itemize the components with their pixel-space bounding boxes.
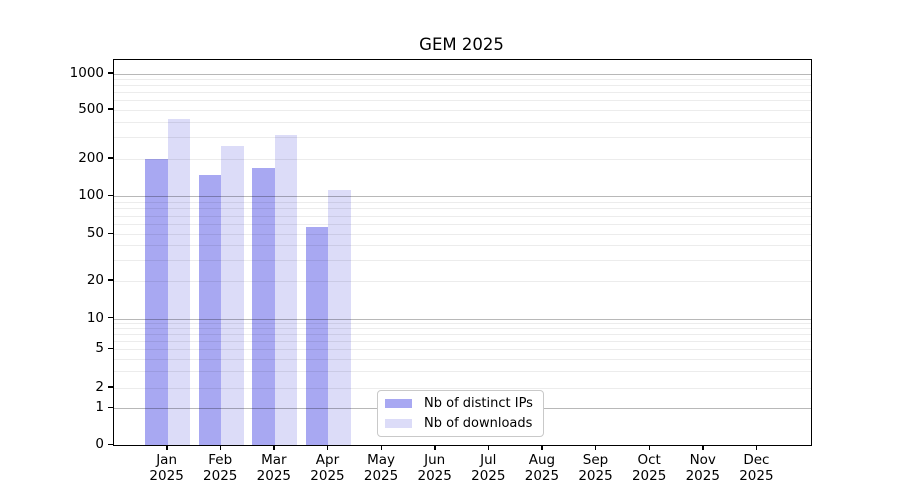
y-tick-mark-200 xyxy=(108,157,113,159)
x-tick-label-apr: Apr 2025 xyxy=(310,452,345,484)
bar-distinct-ips-apr xyxy=(305,226,329,445)
plot-area xyxy=(113,59,812,446)
legend: Nb of distinct IPs Nb of downloads xyxy=(377,390,544,437)
y-tick-label-0: 0 xyxy=(95,436,104,452)
y-tick-label-1: 1 xyxy=(95,399,104,416)
minor-gridline-2 xyxy=(114,387,811,389)
x-tick-mark-feb xyxy=(219,445,222,450)
minor-gridline-30 xyxy=(114,260,811,262)
minor-gridline-6 xyxy=(114,341,811,343)
x-tick-label-mar: Mar 2025 xyxy=(256,452,292,484)
bar-downloads-feb xyxy=(221,146,244,445)
legend-entry-distinct-ips: Nb of distinct IPs xyxy=(385,395,536,412)
minor-gridline-4 xyxy=(114,358,811,360)
major-gridline-10 xyxy=(114,318,811,320)
x-tick-mark-nov xyxy=(702,445,704,450)
x-tick-label-oct: Oct 2025 xyxy=(631,452,667,484)
x-tick-label-jan: Jan 2025 xyxy=(149,452,184,484)
bar-downloads-apr xyxy=(328,189,351,445)
minor-gridline-3 xyxy=(114,370,811,372)
minor-gridline-900 xyxy=(114,79,811,81)
x-tick-mark-mar xyxy=(273,445,275,450)
legend-swatch-downloads xyxy=(385,419,412,429)
bar-downloads-mar xyxy=(274,134,298,445)
minor-gridline-700 xyxy=(114,92,811,94)
legend-label-downloads: Nb of downloads xyxy=(424,416,533,432)
bar-downloads-jan xyxy=(167,119,191,445)
minor-gridline-70 xyxy=(114,215,811,217)
minor-gridline-40 xyxy=(114,245,811,247)
y-tick-mark-0 xyxy=(108,443,113,445)
y-tick-label-10: 10 xyxy=(86,309,104,326)
legend-label-distinct-ips: Nb of distinct IPs xyxy=(424,395,533,411)
minor-gridline-60 xyxy=(114,224,811,226)
minor-gridline-9 xyxy=(114,323,811,325)
x-tick-mark-apr xyxy=(326,445,329,450)
y-tick-mark-10 xyxy=(108,317,113,319)
y-tick-mark-20 xyxy=(108,279,113,281)
x-tick-mark-dec xyxy=(755,445,758,450)
x-tick-mark-oct xyxy=(648,445,651,450)
y-tick-mark-100 xyxy=(108,194,113,197)
bar-distinct-ips-feb xyxy=(198,175,222,445)
x-tick-label-nov: Nov 2025 xyxy=(685,452,720,484)
major-gridline-1000 xyxy=(114,73,811,75)
y-tick-mark-50 xyxy=(108,232,113,234)
legend-entry-downloads: Nb of downloads xyxy=(385,416,536,433)
x-tick-label-jul: Jul 2025 xyxy=(471,452,506,484)
x-tick-mark-jan xyxy=(166,445,168,450)
y-tick-label-500: 500 xyxy=(78,100,104,117)
y-tick-label-1000: 1000 xyxy=(69,64,104,81)
y-tick-mark-2 xyxy=(108,386,113,388)
y-tick-mark-5 xyxy=(108,347,113,350)
chart-title: GEM 2025 xyxy=(419,35,504,54)
minor-gridline-20 xyxy=(114,280,811,282)
minor-gridline-200 xyxy=(114,158,811,160)
x-tick-mark-jun xyxy=(434,445,436,450)
x-tick-label-aug: Aug 2025 xyxy=(524,452,560,484)
minor-gridline-7 xyxy=(114,334,811,336)
minor-gridline-90 xyxy=(114,202,811,204)
minor-gridline-600 xyxy=(114,100,811,102)
y-tick-label-50: 50 xyxy=(86,225,104,242)
y-tick-mark-500 xyxy=(108,108,113,110)
minor-gridline-400 xyxy=(114,121,811,123)
minor-gridline-300 xyxy=(114,137,811,139)
y-tick-mark-1 xyxy=(108,406,113,409)
bar-distinct-ips-mar xyxy=(252,168,275,445)
minor-gridline-800 xyxy=(114,85,811,87)
minor-gridline-50 xyxy=(114,234,811,236)
x-tick-label-feb: Feb 2025 xyxy=(203,452,238,484)
y-tick-label-100: 100 xyxy=(78,187,104,204)
x-tick-label-sep: Sep 2025 xyxy=(578,452,613,484)
major-gridline-100 xyxy=(114,196,811,198)
minor-gridline-80 xyxy=(114,208,811,210)
y-tick-label-20: 20 xyxy=(86,271,104,288)
legend-swatch-distinct-ips xyxy=(385,398,412,408)
x-tick-mark-jul xyxy=(487,445,490,450)
minor-gridline-5 xyxy=(114,349,811,351)
x-tick-label-dec: Dec 2025 xyxy=(739,452,774,484)
minor-gridline-8 xyxy=(114,328,811,330)
y-tick-mark-1000 xyxy=(108,72,113,74)
x-tick-label-jun: Jun 2025 xyxy=(417,452,452,484)
x-tick-mark-may xyxy=(380,445,382,450)
minor-gridline-500 xyxy=(114,109,811,111)
y-tick-label-5: 5 xyxy=(95,340,104,357)
y-tick-label-2: 2 xyxy=(95,378,104,395)
bar-distinct-ips-jan xyxy=(145,158,168,445)
y-tick-label-200: 200 xyxy=(78,149,104,166)
x-tick-label-may: May 2025 xyxy=(363,452,399,484)
x-tick-mark-sep xyxy=(595,445,597,450)
x-tick-mark-aug xyxy=(541,445,543,450)
